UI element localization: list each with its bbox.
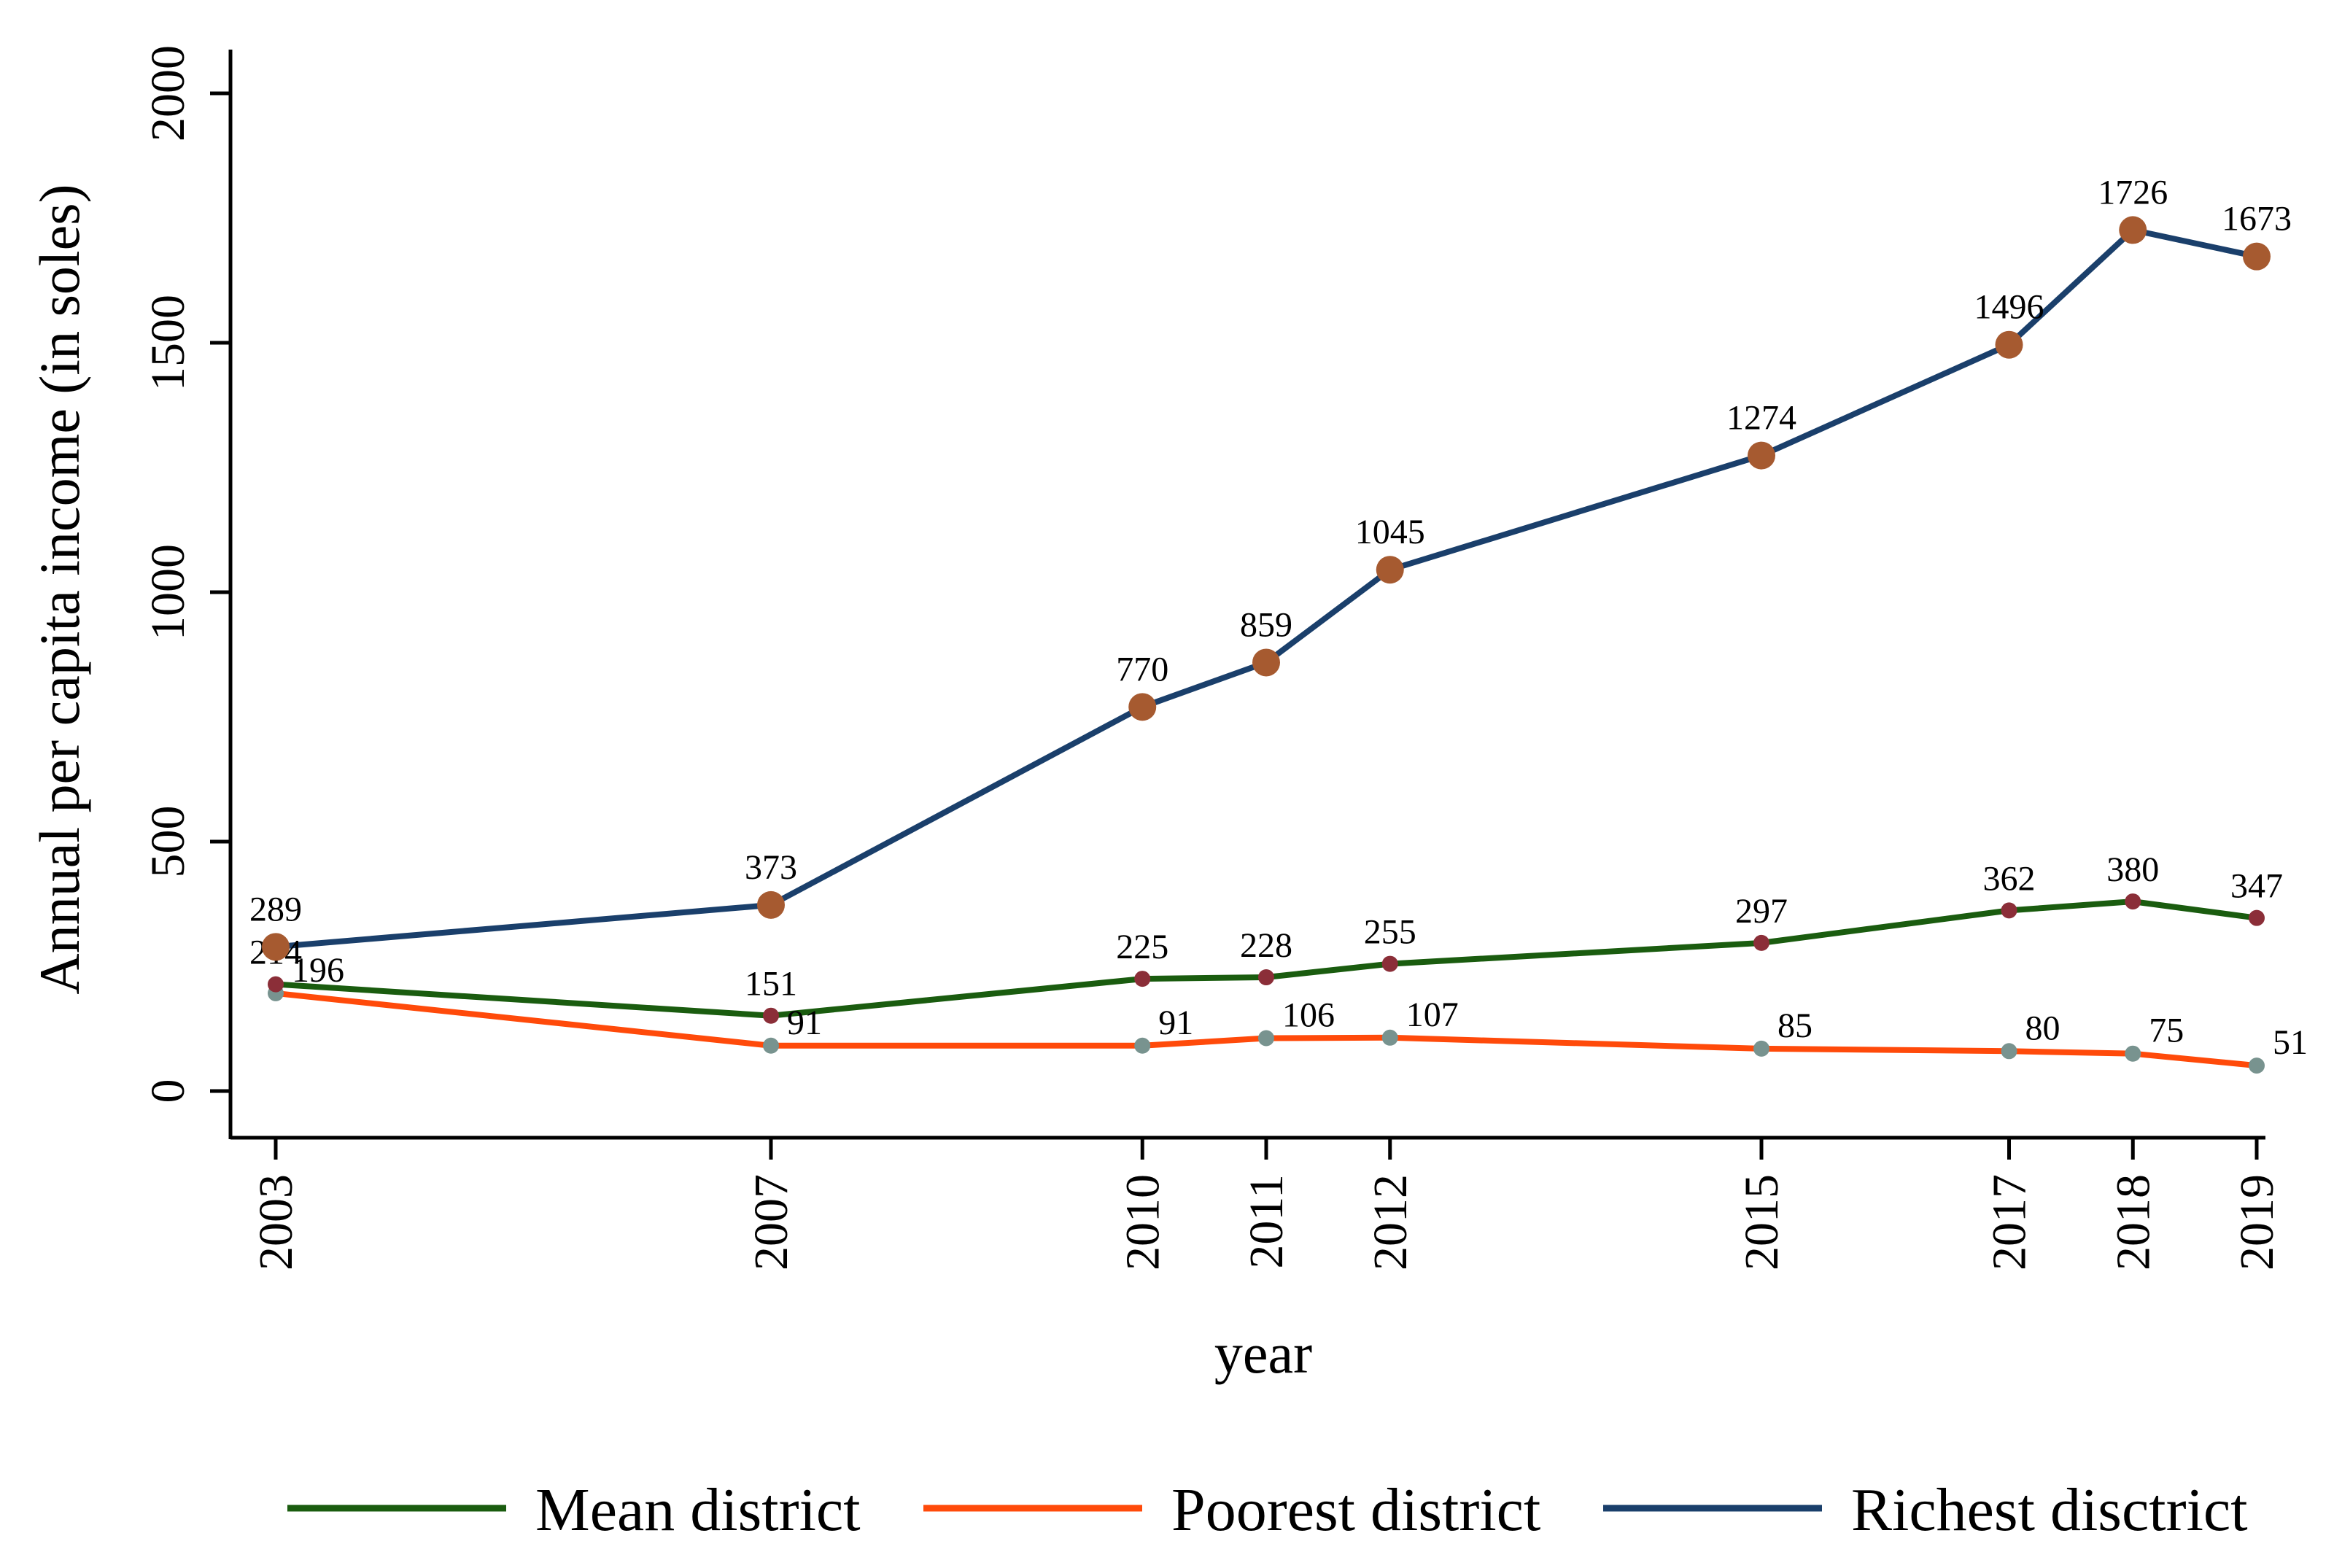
data-label-richest-2018: 1726 bbox=[2098, 173, 2168, 211]
plot-area: 1969191106107858075512141512252282552973… bbox=[249, 173, 2308, 1074]
point-richest-2017 bbox=[1995, 330, 2023, 359]
point-mean-2003 bbox=[268, 976, 284, 993]
point-mean-2007 bbox=[763, 1007, 779, 1024]
y-tick-label-0: 0 bbox=[141, 1079, 195, 1103]
data-label-mean-2017: 362 bbox=[1983, 859, 2036, 898]
y-tick-label-2000: 2000 bbox=[141, 45, 195, 141]
point-richest-2010 bbox=[1128, 693, 1157, 721]
point-richest-2019 bbox=[2243, 242, 2271, 271]
legend-label-mean: Mean district bbox=[535, 1476, 861, 1544]
y-axis-ticks: 0 500 1000 1500 2000 bbox=[141, 45, 230, 1103]
point-richest-2003 bbox=[262, 933, 290, 961]
x-tick-label-2012: 2012 bbox=[1364, 1174, 1417, 1270]
data-label-poorest-2011: 106 bbox=[1282, 995, 1335, 1034]
data-label-poorest-2018: 75 bbox=[2149, 1012, 2184, 1050]
point-mean-2017 bbox=[2001, 902, 2017, 919]
data-label-poorest-2012: 107 bbox=[1406, 995, 1459, 1034]
data-label-richest-2019: 1673 bbox=[2222, 200, 2292, 238]
data-label-mean-2007: 151 bbox=[745, 965, 797, 1004]
x-axis-ticks: 2003 2007 2010 2011 2012 2015 2017 2018 2019 bbox=[249, 1138, 2284, 1270]
data-label-richest-2003: 289 bbox=[249, 890, 302, 928]
legend-item-mean: Mean district bbox=[287, 1476, 861, 1544]
point-poorest-2017 bbox=[2001, 1043, 2017, 1060]
point-mean-2015 bbox=[1753, 934, 1769, 951]
x-tick-label-2011: 2011 bbox=[1240, 1174, 1293, 1269]
point-richest-2018 bbox=[2119, 216, 2147, 244]
data-label-mean-2012: 255 bbox=[1364, 913, 1416, 952]
legend-label-richest: Richest disctrict bbox=[1851, 1476, 2248, 1544]
point-poorest-2018 bbox=[2125, 1045, 2141, 1062]
data-label-mean-2015: 297 bbox=[1735, 892, 1788, 931]
x-axis-title: year bbox=[1214, 1321, 1312, 1385]
point-poorest-2012 bbox=[1381, 1029, 1398, 1046]
point-poorest-2015 bbox=[1753, 1040, 1769, 1057]
x-tick-label-2017: 2017 bbox=[1983, 1174, 2036, 1270]
x-tick-label-2010: 2010 bbox=[1116, 1174, 1169, 1270]
data-label-poorest-2019: 51 bbox=[2273, 1023, 2308, 1062]
point-mean-2012 bbox=[1381, 955, 1398, 972]
x-tick-label-2018: 2018 bbox=[2106, 1174, 2160, 1270]
data-label-poorest-2017: 80 bbox=[2025, 1009, 2060, 1047]
point-richest-2011 bbox=[1252, 648, 1280, 677]
point-mean-2011 bbox=[1258, 969, 1274, 986]
point-poorest-2019 bbox=[2249, 1057, 2265, 1074]
point-poorest-2010 bbox=[1134, 1037, 1151, 1054]
legend-item-poorest: Poorest district bbox=[923, 1476, 1540, 1544]
x-tick-label-2019: 2019 bbox=[2230, 1174, 2284, 1270]
point-poorest-2011 bbox=[1258, 1030, 1274, 1047]
point-poorest-2007 bbox=[763, 1037, 779, 1054]
data-label-richest-2007: 373 bbox=[745, 848, 797, 887]
data-label-poorest-2015: 85 bbox=[1777, 1006, 1812, 1045]
data-label-richest-2010: 770 bbox=[1116, 650, 1168, 688]
point-mean-2018 bbox=[2125, 893, 2141, 910]
data-label-richest-2011: 859 bbox=[1240, 605, 1292, 644]
y-axis-title: Annual per capita income (in soles) bbox=[28, 184, 91, 994]
x-tick-label-2003: 2003 bbox=[249, 1174, 303, 1270]
point-richest-2007 bbox=[757, 890, 785, 919]
y-tick-label-1500: 1500 bbox=[141, 295, 195, 391]
x-tick-label-2007: 2007 bbox=[745, 1174, 798, 1270]
data-label-poorest-2010: 91 bbox=[1158, 1004, 1193, 1042]
point-richest-2015 bbox=[1748, 441, 1775, 470]
y-tick-label-1000: 1000 bbox=[141, 544, 195, 640]
legend-label-poorest: Poorest district bbox=[1171, 1476, 1540, 1544]
legend: Mean district Poorest district Richest d… bbox=[287, 1476, 2248, 1544]
x-tick-label-2015: 2015 bbox=[1735, 1174, 1788, 1270]
point-mean-2010 bbox=[1134, 971, 1151, 987]
legend-item-richest: Richest disctrict bbox=[1603, 1476, 2248, 1544]
y-tick-label-500: 500 bbox=[141, 806, 195, 878]
data-label-mean-2010: 225 bbox=[1116, 928, 1168, 966]
data-label-richest-2017: 1496 bbox=[1974, 288, 2044, 327]
data-label-mean-2011: 228 bbox=[1240, 926, 1292, 965]
data-label-mean-2018: 380 bbox=[2106, 850, 2159, 889]
point-mean-2019 bbox=[2249, 909, 2265, 926]
data-label-poorest-2007: 91 bbox=[787, 1004, 822, 1042]
data-label-richest-2012: 1045 bbox=[1355, 513, 1425, 551]
data-label-richest-2015: 1274 bbox=[1726, 399, 1796, 438]
data-label-poorest-2003: 196 bbox=[292, 951, 344, 990]
point-richest-2012 bbox=[1376, 556, 1404, 584]
data-label-mean-2019: 347 bbox=[2230, 867, 2283, 906]
